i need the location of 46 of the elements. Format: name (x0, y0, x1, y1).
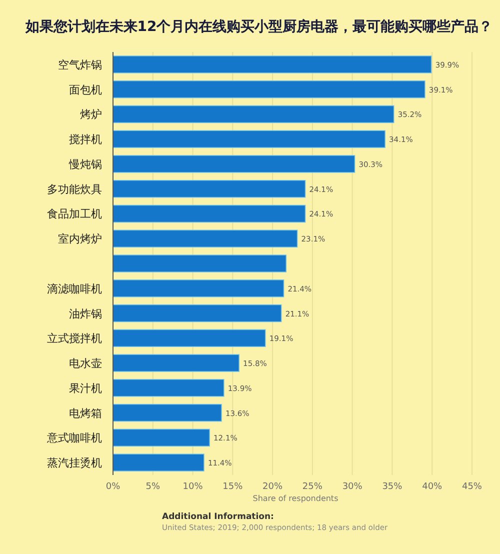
y-tick-label: 意式咖啡机 (46, 432, 102, 445)
y-tick-label: 果汁机 (69, 382, 102, 395)
x-tick-label: 30% (342, 482, 363, 492)
bar (112, 155, 356, 173)
y-tick-label: 滴滤咖啡机 (47, 282, 102, 296)
bar (112, 354, 240, 372)
bar (112, 329, 266, 348)
y-tick-label: 室内烤炉 (58, 232, 102, 246)
bar (112, 180, 306, 198)
bar (112, 404, 222, 422)
bar (112, 230, 298, 248)
x-axis-title: Share of respondents (252, 494, 338, 503)
bar (112, 105, 394, 124)
y-tick-label: 电烤箱 (69, 406, 102, 420)
y-tick-label: 烤炉 (80, 108, 102, 122)
x-tick-label: 45% (462, 482, 482, 492)
x-tick-label: 25% (302, 482, 323, 492)
bar (112, 80, 426, 98)
y-tick-label: 面包机 (69, 83, 102, 96)
x-tick-label: 5% (146, 482, 160, 492)
x-tick-label: 20% (262, 482, 283, 492)
bar (112, 304, 282, 322)
bar (112, 204, 306, 223)
text: Additional Information: (162, 512, 274, 522)
x-tick-label: 15% (222, 482, 244, 492)
y-tick-label: 油炸锅 (69, 307, 102, 320)
y-tick-label: 搅拌机 (69, 133, 102, 146)
x-tick-label: 0% (106, 482, 121, 492)
chart-title: 如果您计划在未来12个月内在线购买小型厨房电器，最可能购买哪些产品？ (24, 18, 493, 35)
x-tick-label: 10% (182, 482, 204, 492)
bar (112, 254, 287, 272)
y-tick-label: 食品加工机 (47, 208, 102, 221)
bar (112, 280, 284, 298)
bar (112, 428, 210, 447)
bar (112, 130, 386, 148)
x-tick-label: 35% (382, 482, 403, 492)
bar (112, 454, 204, 472)
bar (112, 56, 432, 74)
y-tick-label: 立式搅拌机 (47, 332, 102, 346)
bar (112, 379, 224, 397)
y-tick-label: 电水壶 (69, 357, 102, 370)
y-tick-label: 多功能炊具 (47, 182, 102, 196)
x-tick-label: 40% (422, 482, 443, 492)
y-tick-label: 空气炸锅 (58, 58, 102, 72)
y-tick-label: 蒸汽挂烫机 (47, 456, 102, 470)
y-tick-label: 慢炖锅 (68, 158, 102, 171)
